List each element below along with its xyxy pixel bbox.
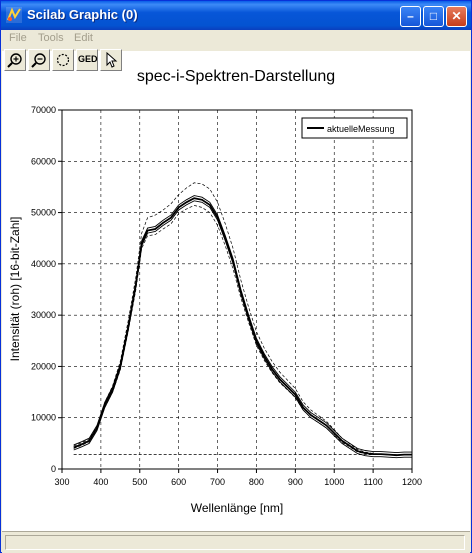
x-axis-label: Wellenlänge [nm] — [191, 501, 284, 515]
legend: aktuelleMessung — [301, 117, 408, 139]
ged-button[interactable]: GED — [76, 49, 98, 71]
zoom-out-button[interactable] — [28, 49, 50, 71]
scilab-app-icon — [6, 7, 22, 23]
x-tick-label: 1100 — [363, 477, 382, 487]
y-tick-label: 10000 — [31, 413, 56, 423]
y-tick-label: 40000 — [31, 259, 56, 269]
series-line-aktuellemessung-2 — [73, 195, 412, 454]
status-bar — [2, 531, 470, 553]
legend-box — [301, 117, 408, 139]
close-button[interactable]: ✕ — [446, 6, 467, 27]
x-tick-label: 1200 — [402, 477, 422, 487]
y-axis-label: Intensität (roh) [16-bit-Zahl] — [8, 217, 22, 362]
rotate-icon — [56, 53, 70, 67]
x-tick-label: 900 — [288, 477, 303, 487]
ged-label: GED — [78, 54, 98, 64]
zoom-in-button[interactable] — [4, 49, 26, 71]
series-line-aktuellemessung-0 — [73, 200, 412, 459]
x-tick-label: 1000 — [324, 477, 344, 487]
zoom-in-icon — [7, 53, 22, 68]
toolbar: GED — [2, 48, 470, 72]
window-title: Scilab Graphic (0) — [27, 7, 138, 22]
menu-file[interactable]: File — [9, 32, 27, 44]
series-line-aktuellemessung — [73, 197, 412, 457]
x-tick-label: 300 — [54, 477, 69, 487]
legend-entry-aktuellemessung: aktuelleMessung — [327, 124, 395, 134]
menu-bar: File Tools Edit — [2, 30, 470, 48]
y-tick-label: 70000 — [31, 105, 56, 115]
y-tick-label: 20000 — [31, 361, 56, 371]
y-tick-label: 60000 — [31, 156, 56, 166]
graphic-canvas[interactable]: spec-i-Spektren-Darstellung 300 400 500 600… — [2, 51, 470, 531]
x-tick-label: 800 — [249, 477, 264, 487]
close-icon: ✕ — [451, 9, 462, 23]
upper-envelope-line — [73, 182, 412, 456]
minimize-button[interactable]: – — [400, 6, 421, 27]
rotate-button[interactable] — [52, 49, 74, 71]
spectrum-chart: spec-i-Spektren-Darstellung 300 400 500 600… — [8, 68, 422, 515]
status-field — [5, 535, 465, 550]
zoom-out-icon — [31, 53, 46, 68]
minimize-icon: – — [407, 9, 414, 23]
menu-tools[interactable]: Tools — [38, 32, 64, 44]
y-tick-label: 50000 — [31, 208, 56, 218]
pointer-button[interactable] — [100, 49, 122, 71]
x-tick-label: 500 — [132, 477, 147, 487]
x-tick-label: 600 — [171, 477, 186, 487]
maximize-button[interactable]: □ — [423, 6, 444, 27]
pointer-icon — [106, 52, 118, 68]
menu-edit[interactable]: Edit — [74, 32, 93, 44]
x-tick-label: 400 — [93, 477, 108, 487]
chart-title: spec-i-Spektren-Darstellung — [137, 68, 335, 85]
maximize-icon: □ — [429, 9, 438, 23]
plot-area-frame — [61, 109, 413, 470]
title-bar[interactable]: Scilab Graphic (0) – □ ✕ — [1, 1, 471, 30]
y-tick-label: 30000 — [31, 310, 56, 320]
y-tick-label: 0 — [51, 464, 56, 474]
x-tick-label: 700 — [210, 477, 225, 487]
